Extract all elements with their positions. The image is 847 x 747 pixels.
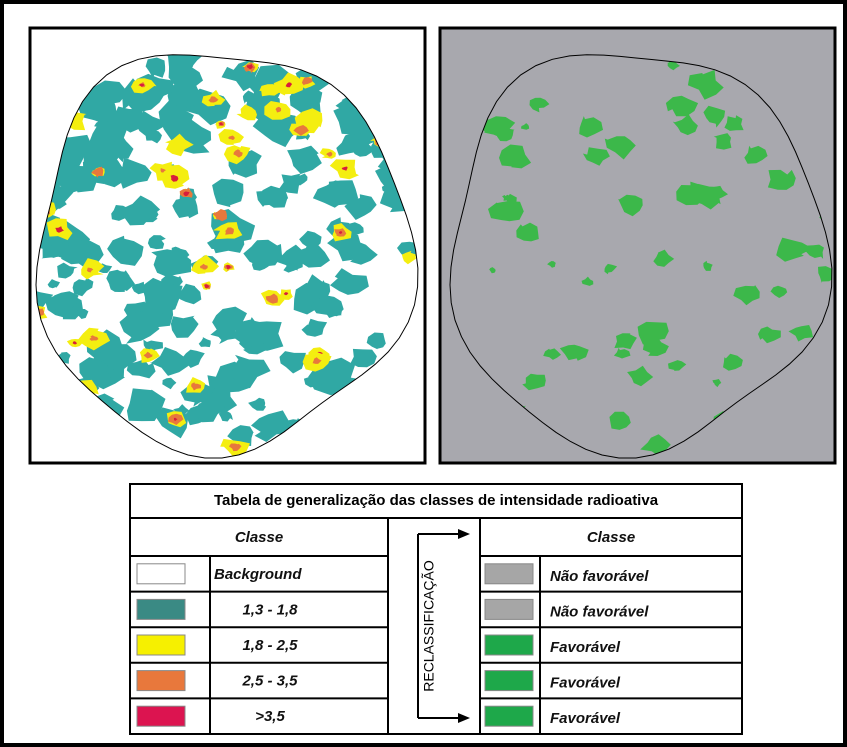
- header: Classe: [587, 529, 635, 546]
- table-title: Tabela de generalização das classes de i…: [214, 492, 659, 509]
- swatch: [137, 564, 185, 584]
- swatch: [485, 564, 533, 584]
- swatch: [485, 599, 533, 619]
- swatch: [485, 671, 533, 691]
- class-label: Favorável: [550, 639, 621, 656]
- class-label: 2,5 - 3,5: [241, 673, 298, 690]
- table: Tabela de generalização das classes de i…: [130, 484, 742, 734]
- class-label: Background: [214, 566, 302, 583]
- swatch: [137, 599, 185, 619]
- header: Classe: [235, 529, 283, 546]
- swatch: [485, 635, 533, 655]
- class-label: 1,3 - 1,8: [242, 601, 298, 618]
- right-map-frame: [440, 28, 835, 463]
- class-label: >3,5: [255, 708, 285, 725]
- swatch: [137, 706, 185, 726]
- figure: Tabela de generalização das classes de i…: [0, 0, 847, 747]
- class-label: Favorável: [550, 675, 621, 692]
- arrow-label: RECLASSIFICAÇÃO: [421, 560, 437, 692]
- class-label: Não favorável: [550, 568, 649, 585]
- class-label: 1,8 - 2,5: [242, 637, 298, 654]
- swatch: [485, 706, 533, 726]
- class-label: Não favorável: [550, 603, 649, 620]
- class-label: Favorável: [550, 710, 621, 727]
- swatch: [137, 671, 185, 691]
- swatch: [137, 635, 185, 655]
